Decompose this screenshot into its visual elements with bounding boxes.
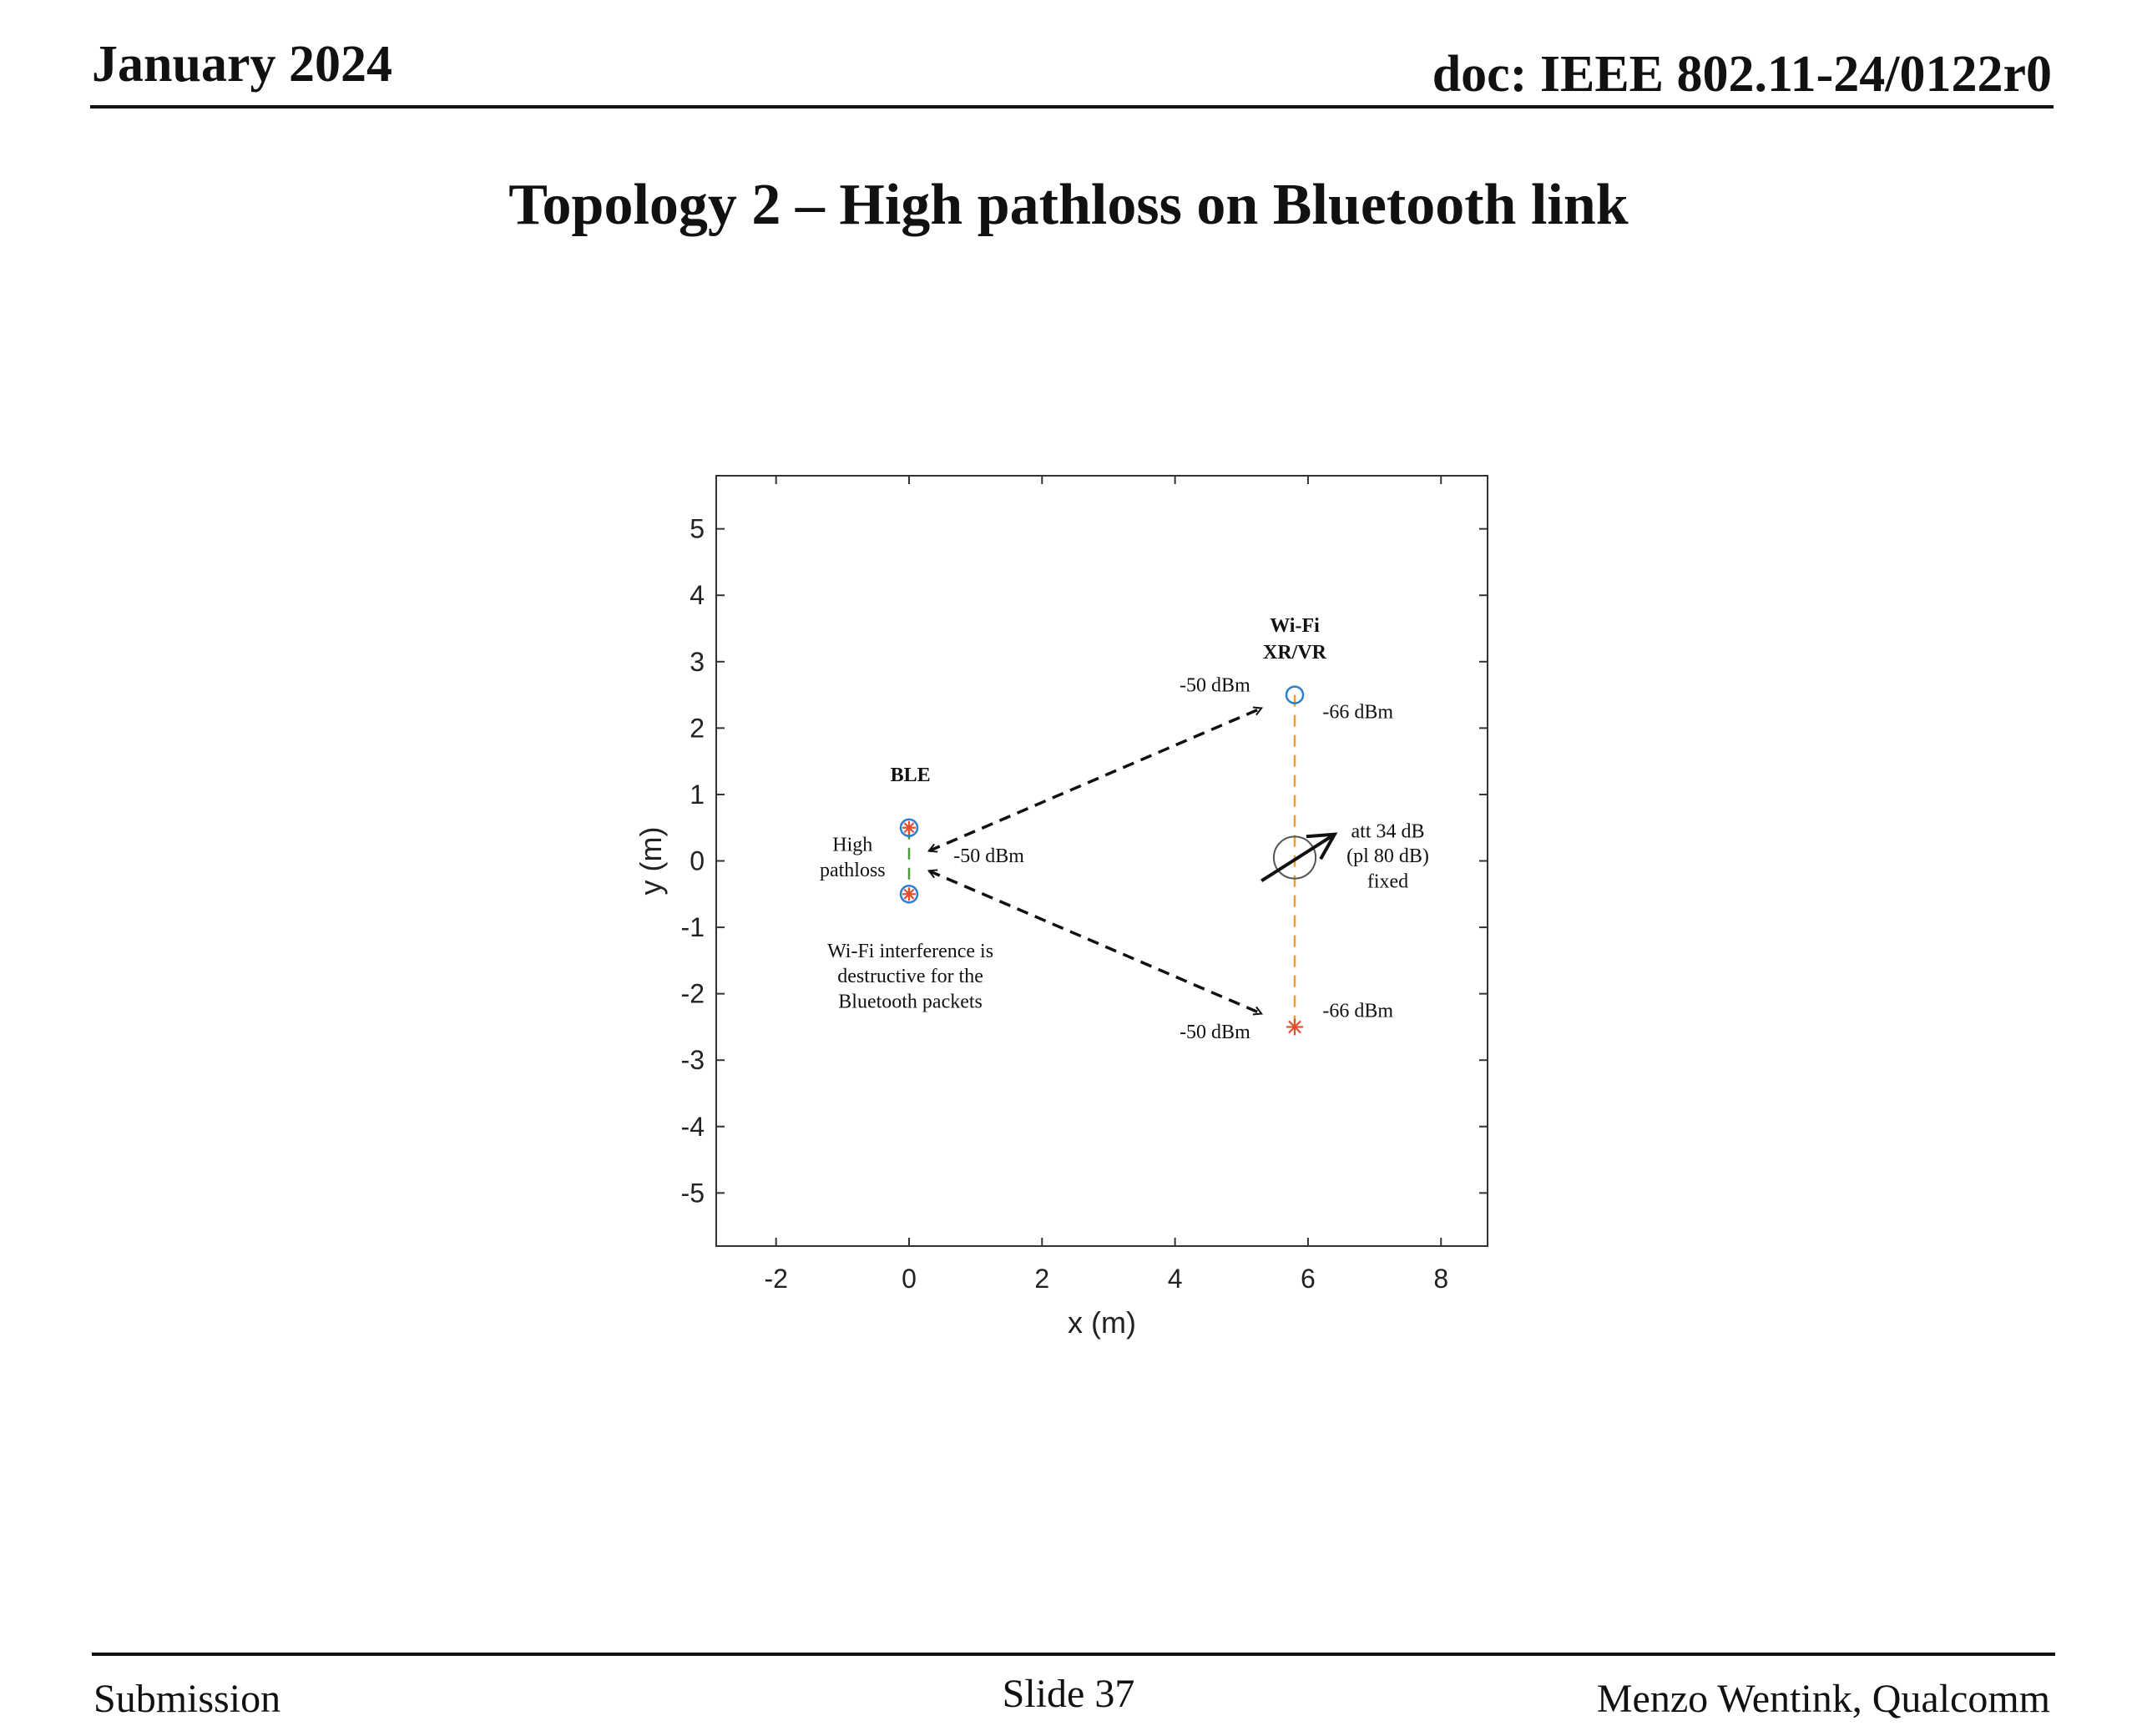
plot-annotation: destructive for the <box>837 966 983 987</box>
plot-annotation: fixed <box>1367 871 1408 892</box>
attenuator-arrow <box>1260 832 1338 883</box>
plot-annotation: -66 dBm <box>1322 1000 1393 1022</box>
footer-slide-number: Slide 37 <box>1002 1672 1135 1716</box>
ble-star-mark <box>902 820 916 835</box>
plot-annotation: pathloss <box>820 860 886 881</box>
plot-annotation: BLE <box>891 765 931 786</box>
star-stroke <box>903 822 915 834</box>
plot-annotation: (pl 80 dB) <box>1346 845 1429 867</box>
plot-annotation: Bluetooth packets <box>838 991 983 1012</box>
footer-author: Menzo Wentink, Qualcomm <box>1596 1677 2050 1721</box>
y-axis-label: y (m) <box>634 827 668 896</box>
plot-marks <box>899 685 1338 1036</box>
wifi-ap-point <box>1285 685 1305 704</box>
x-tick-label: 2 <box>1034 1264 1049 1294</box>
plot-annotation: att 34 dB <box>1351 821 1425 843</box>
footer-submission: Submission <box>93 1677 281 1721</box>
y-tick-label: 4 <box>690 580 705 610</box>
plot-annotation: Wi-Fi interference is <box>827 941 993 962</box>
plot-annotations: BLE Wi-Fi XR/VR -50 dBm -66 dBm High pathloss -… <box>820 615 1429 1043</box>
star-stroke <box>903 888 915 900</box>
x-tick-label: 0 <box>902 1264 917 1294</box>
axes: -2 0 2 4 6 8 -5 -4 -3 -2 -1 0 1 2 3 4 5 x (m) y (m) <box>634 475 1488 1340</box>
y-tick-label: 1 <box>690 780 705 810</box>
y-tick-label: 3 <box>690 647 705 677</box>
wifi-sta-point <box>1286 1018 1303 1036</box>
star-stroke <box>1288 1020 1301 1034</box>
header-doc-id: doc: IEEE 802.11-24/0122r0 <box>1432 46 2052 103</box>
plot-annotation: XR/VR <box>1263 642 1327 664</box>
plot-annotation: High <box>832 835 872 856</box>
x-tick-label: 4 <box>1168 1264 1183 1294</box>
y-tick-label: -4 <box>681 1112 705 1142</box>
footer-rule <box>92 1653 2055 1656</box>
y-tick-label: -2 <box>681 979 705 1009</box>
ble-device-point <box>899 818 919 837</box>
plot-annotation: -50 dBm <box>1180 1022 1250 1043</box>
x-axis-label: x (m) <box>1068 1305 1136 1340</box>
signal-arrow <box>929 708 1261 850</box>
plot-annotation: -50 dBm <box>953 845 1024 867</box>
y-tick-label: 0 <box>690 846 705 876</box>
plot-annotation: Wi-Fi <box>1270 615 1320 637</box>
ble-star-mark <box>902 887 916 901</box>
y-tick-label: -5 <box>681 1178 705 1208</box>
signal-arrow <box>929 871 1261 1013</box>
plot-annotation: -66 dBm <box>1322 701 1393 723</box>
y-tick-label: -3 <box>681 1045 705 1075</box>
slide-title: Topology 2 – High pathloss on Bluetooth … <box>508 173 1629 237</box>
x-tick-label: -2 <box>764 1264 787 1294</box>
y-tick-label: 2 <box>690 713 705 743</box>
header-date: January 2024 <box>92 36 392 93</box>
y-tick-label: -1 <box>681 912 705 942</box>
x-tick-label: 8 <box>1433 1264 1448 1294</box>
x-tick-label: 6 <box>1301 1264 1316 1294</box>
ble-device-point <box>899 885 919 904</box>
header-rule <box>90 105 2054 108</box>
plot-annotation: -50 dBm <box>1180 675 1250 697</box>
y-tick-label: 5 <box>690 514 705 544</box>
